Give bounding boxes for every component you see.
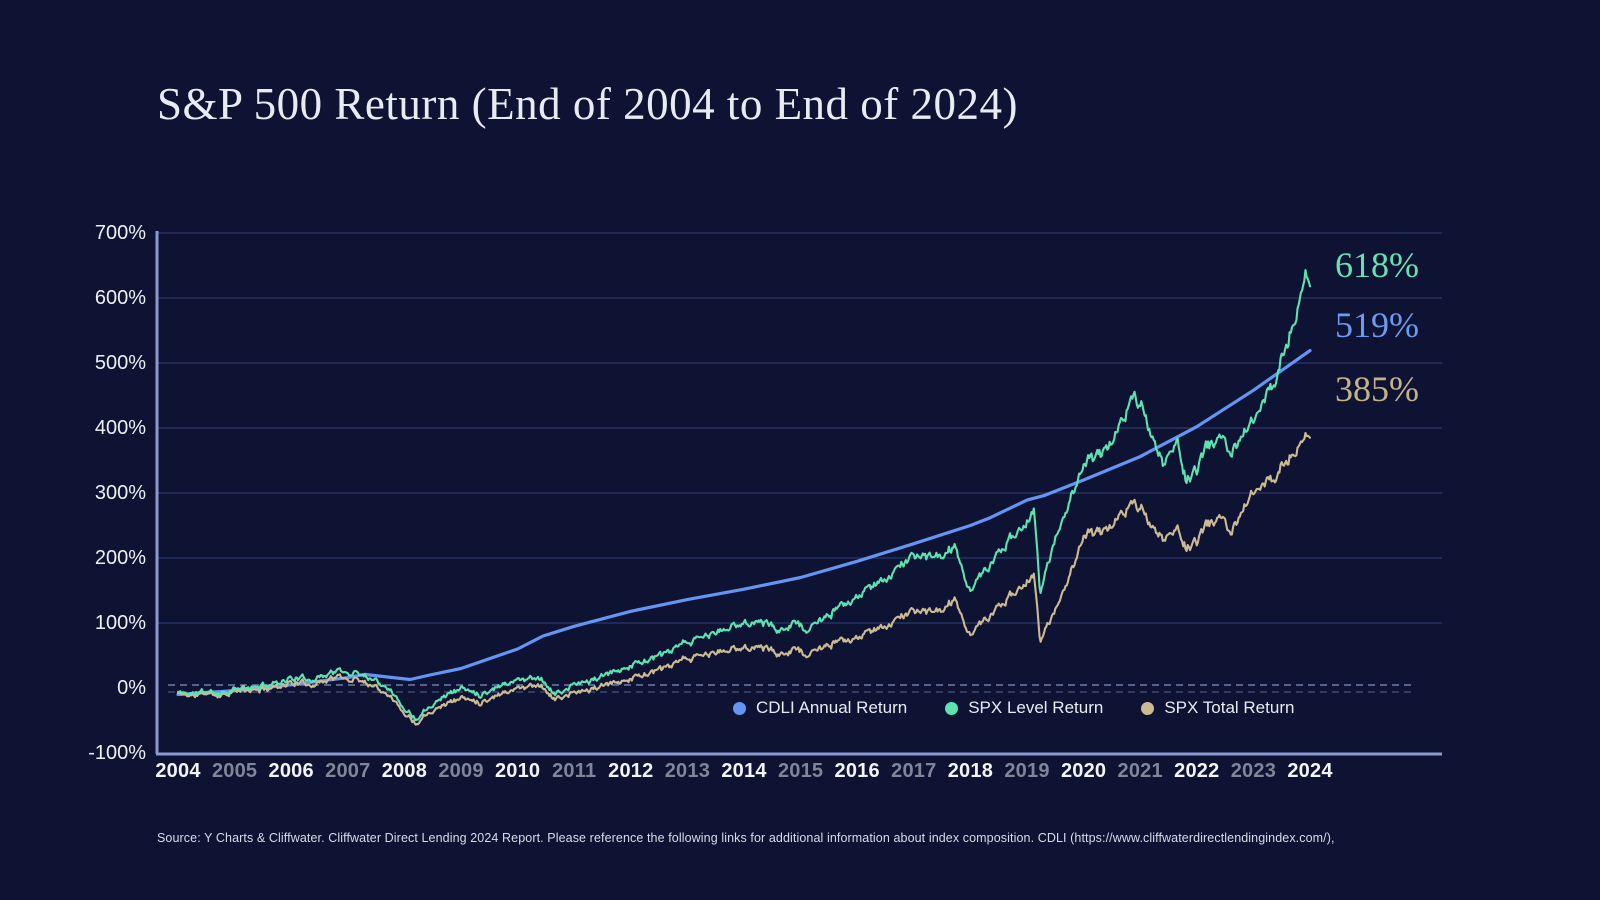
x-axis-label-2009: 2009 bbox=[438, 760, 484, 782]
y-axis-label: 700% bbox=[94, 222, 146, 244]
legend-label: CDLI Annual Return bbox=[756, 698, 908, 717]
legend-label: SPX Level Return bbox=[968, 698, 1104, 717]
page-title: S&P 500 Return (End of 2004 to End of 20… bbox=[157, 79, 1019, 129]
end-value-label-spx-total-return: 385% bbox=[1335, 369, 1419, 409]
x-axis-label-2014: 2014 bbox=[721, 760, 767, 782]
x-axis-label-2007: 2007 bbox=[325, 760, 371, 782]
x-axis-label-2021: 2021 bbox=[1117, 760, 1163, 782]
series-line-spx-total-return bbox=[176, 431, 1312, 726]
y-axis-label: 600% bbox=[94, 287, 146, 309]
x-axis-label-2022: 2022 bbox=[1174, 760, 1220, 782]
x-axis-label-2017: 2017 bbox=[891, 760, 937, 782]
x-axis-label-2020: 2020 bbox=[1060, 760, 1107, 782]
legend-item-spx-level-return: SPX Level Return bbox=[945, 698, 1103, 718]
legend-dot-icon bbox=[945, 701, 959, 715]
y-axis-label: 200% bbox=[94, 547, 146, 569]
legend-item-cdli-annual-return: CDLI Annual Return bbox=[733, 698, 907, 718]
y-axis-label: 300% bbox=[94, 482, 146, 504]
x-axis-label-2012: 2012 bbox=[608, 760, 654, 782]
y-axis-label: 0% bbox=[117, 677, 146, 699]
x-axis-label-2010: 2010 bbox=[494, 760, 541, 782]
legend-item-spx-total-return: SPX Total Return bbox=[1141, 698, 1294, 718]
y-axis-label: 500% bbox=[94, 352, 146, 374]
end-value-label-cdli-annual-return: 519% bbox=[1335, 305, 1419, 345]
x-axis-label-2008: 2008 bbox=[381, 760, 428, 782]
x-axis-label-2019: 2019 bbox=[1004, 760, 1050, 782]
legend-dot-icon bbox=[733, 701, 746, 715]
y-axis-label: 100% bbox=[94, 612, 146, 634]
x-axis-label-2015: 2015 bbox=[777, 760, 824, 782]
x-axis-label-2005: 2005 bbox=[211, 760, 258, 782]
y-axis-label: 400% bbox=[94, 417, 146, 439]
x-axis-label-2013: 2013 bbox=[664, 760, 711, 782]
end-value-label-spx-level-return: 618% bbox=[1335, 245, 1419, 285]
x-axis-label-2024: 2024 bbox=[1287, 760, 1333, 782]
legend-dot-icon bbox=[1141, 701, 1155, 715]
legend-label: SPX Total Return bbox=[1164, 698, 1295, 717]
y-axis-label: -100% bbox=[88, 742, 146, 764]
x-axis-label-2011: 2011 bbox=[552, 760, 597, 782]
series-line-spx-level-return bbox=[176, 268, 1312, 722]
x-axis-label-2006: 2006 bbox=[268, 760, 314, 782]
source-note: Source: Y Charts & Cliffwater. Cliffwate… bbox=[157, 831, 1335, 845]
x-axis-label-2016: 2016 bbox=[834, 760, 880, 782]
x-axis-label-2004: 2004 bbox=[155, 760, 201, 782]
legend: CDLI Annual Return SPX Level Return SPX To… bbox=[733, 698, 1294, 718]
x-axis-label-2023: 2023 bbox=[1230, 760, 1277, 782]
x-axis-label-2018: 2018 bbox=[947, 760, 994, 782]
